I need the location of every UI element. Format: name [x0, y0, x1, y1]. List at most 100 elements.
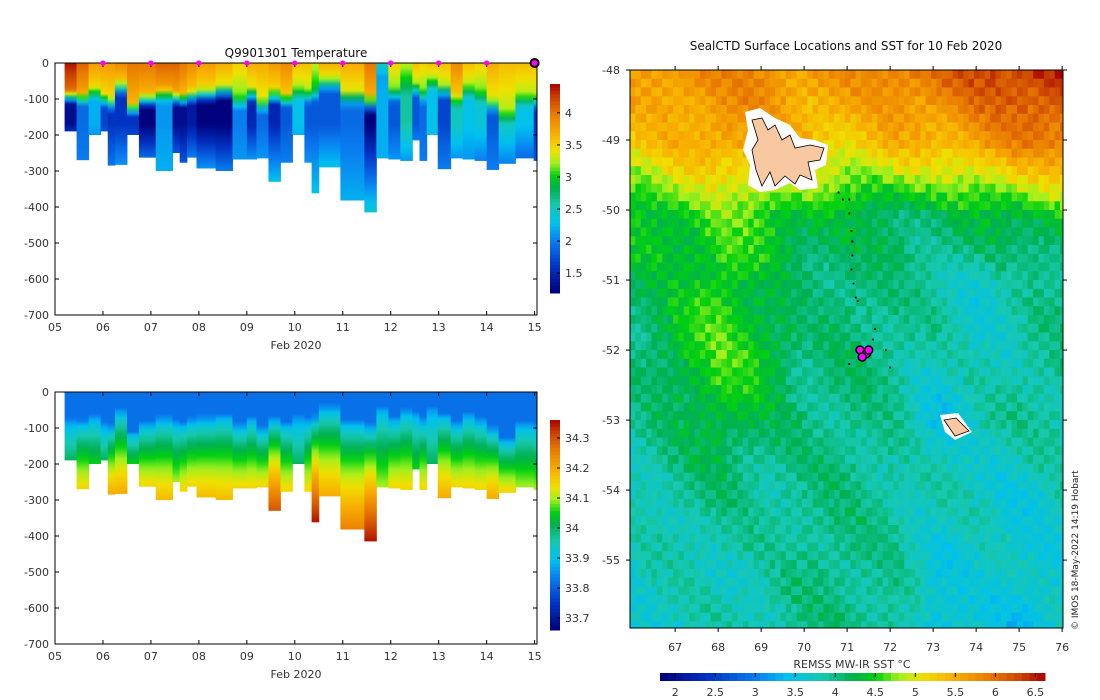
y-tick-label: 0 [42, 386, 49, 399]
profile-column [437, 392, 452, 499]
track-point [837, 191, 840, 194]
profile-column [376, 63, 389, 159]
profile-column [196, 63, 217, 169]
profile-column [196, 392, 217, 498]
surface-marker [436, 60, 442, 66]
profile-column [172, 63, 181, 153]
profile-column [155, 63, 174, 171]
profile-column [114, 392, 128, 494]
x-tick-label: 12 [384, 650, 398, 663]
profile-column [268, 63, 281, 182]
profile-column [388, 392, 401, 489]
colorbar-tick-label: 34.1 [565, 492, 590, 505]
x-tick-label: 06 [96, 321, 110, 334]
profile-column [292, 392, 305, 464]
sst-field [630, 70, 1066, 640]
profile-column [304, 392, 313, 492]
profile-column [232, 392, 248, 489]
y-tick-label: -100 [24, 422, 49, 435]
profile-column [155, 392, 174, 500]
y-tick-label: -300 [24, 165, 49, 178]
sst-map-plot: 67 68 69 70 71 72 73 74 75 76 -48 -49 -50 -51 -52 -53 -5… [602, 39, 1076, 699]
y-tick-label: -500 [24, 237, 49, 250]
lat-tick-label: -54 [602, 484, 620, 497]
profile-column [400, 392, 413, 490]
seal-track [837, 191, 892, 369]
temperature-section-plot: 05 06 07 08 09 10 11 12 13 14 15 0 -100 -200 -300 -400 -… [24, 46, 582, 352]
profile-column [400, 63, 413, 161]
profile-column [412, 392, 420, 470]
x-tick-label: 09 [240, 650, 254, 663]
profile-column [107, 63, 116, 166]
lat-tick-label: -51 [602, 274, 620, 287]
profile-column [318, 63, 341, 168]
track-point [848, 212, 851, 215]
surface-marker [244, 60, 250, 66]
lat-tick-label: -55 [602, 554, 620, 567]
profile-column [138, 392, 157, 487]
sst-colorbar-tick-label: 5 [912, 686, 919, 699]
x-tick-label: 08 [192, 650, 206, 663]
profile-column [426, 392, 439, 464]
profile-column [340, 392, 365, 530]
plot-frame [54, 391, 538, 645]
profile-column [364, 63, 377, 213]
y-tick-label: -200 [24, 458, 49, 471]
lon-tick-label: 67 [668, 641, 682, 654]
colorbar: 33.7 33.8 33.9 34 34.1 34.2 34.3 [550, 420, 590, 631]
lon-tick-label: 69 [754, 641, 768, 654]
profile-column [107, 392, 116, 495]
y-tick-label: -400 [24, 530, 49, 543]
colorbar-tick-label: 34.3 [565, 432, 590, 445]
sst-colorbar: 2 2.5 3 3.5 4 4.5 5 5.5 6 6.5 REMSS MW-IR SST °C [660, 658, 1046, 699]
track-point [884, 348, 887, 352]
surface-marker [388, 60, 394, 66]
profile-column [179, 63, 188, 163]
lat-tick-label: -53 [602, 414, 620, 427]
profile-column [64, 63, 78, 132]
x-tick-label: 05 [48, 650, 62, 663]
sst-colorbar-tick-label: 6.5 [1027, 686, 1045, 699]
profile-column [376, 392, 389, 488]
profile-column [268, 392, 281, 511]
track-point [852, 282, 855, 285]
colorbar-tick-label: 33.8 [565, 582, 590, 595]
profile-column [88, 392, 102, 464]
profile-column [100, 63, 109, 132]
kerguelen-island [743, 108, 828, 192]
profile-column [474, 63, 488, 161]
x-tick-label: 11 [336, 321, 350, 334]
x-tick-label: 08 [192, 321, 206, 334]
profile-column [232, 63, 248, 160]
credit-text: © IMOS 18-May-2022 14:19 Hobart [1071, 470, 1081, 630]
x-tick-label: 11 [336, 650, 350, 663]
colorbar-tick-label: 2.5 [565, 203, 583, 216]
map-title: SealCTD Surface Locations and SST for 10… [690, 39, 1003, 53]
profile-column [311, 392, 320, 523]
sst-colorbar-tick-label: 2 [672, 686, 679, 699]
profile-column [311, 63, 320, 194]
sst-colorbar-tick-label: 2.5 [706, 686, 724, 699]
x-tick-label: 15 [528, 321, 542, 334]
surface-marker [100, 60, 106, 66]
profile-column [419, 392, 428, 490]
heard-island [940, 413, 972, 440]
y-tick-label: -400 [24, 201, 49, 214]
x-tick-label: 07 [144, 650, 158, 663]
lat-tick-label: -48 [602, 64, 620, 77]
track-point [850, 229, 853, 233]
x-tick-label: 14 [480, 321, 494, 334]
profile-column [76, 63, 90, 161]
colorbar-tick-label: 34 [565, 522, 579, 535]
profile-column [256, 63, 269, 159]
lat-tick-label: -49 [602, 134, 620, 147]
lon-tick-label: 70 [797, 641, 811, 654]
lon-tick-label: 73 [926, 641, 940, 654]
profile-column [437, 63, 452, 170]
y-tick-label: -600 [24, 602, 49, 615]
profile-column [533, 63, 538, 161]
profile-column [186, 63, 197, 158]
profile-column [364, 392, 377, 542]
lon-tick-label: 68 [711, 641, 725, 654]
profile-column [215, 63, 233, 171]
